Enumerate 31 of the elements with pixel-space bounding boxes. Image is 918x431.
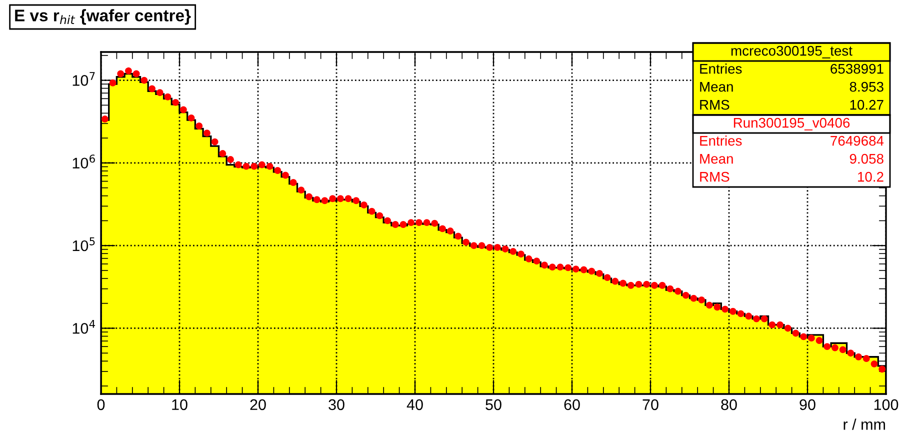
x-tick-label: 40 [406, 399, 423, 410]
annotation: 10.27 [850, 100, 884, 110]
annotation: Entries [700, 136, 742, 146]
x-axis-title: r / mm [844, 418, 885, 430]
chart-title: E vs r$_{hit}$ {wafer centre} [15, 9, 191, 25]
x-tick-label: 70 [642, 399, 658, 410]
annotation: 10.2 [858, 172, 884, 182]
y-tick-label: 10$^{6}$ [72, 154, 95, 169]
annotation: Mean [700, 154, 733, 164]
x-tick-label: 30 [328, 399, 344, 410]
x-tick-label: 60 [564, 399, 580, 410]
annotation: 6538991 [830, 64, 884, 74]
annotation: RMS [700, 172, 730, 182]
text: Run300195_v0406 [734, 118, 850, 130]
x-tick-label: 80 [721, 399, 737, 410]
annotation: 7649684 [830, 136, 884, 146]
x-tick-label: 0 [97, 399, 105, 410]
x-tick-label: 100 [874, 399, 898, 410]
y-tick-label: 10$^{7}$ [72, 72, 95, 86]
annotation: Mean [700, 82, 733, 92]
annotation: 8.953 [850, 82, 884, 92]
x-tick-label: 50 [486, 399, 502, 410]
annotation: 9.058 [850, 154, 884, 164]
text: mcreco300195_test [731, 46, 852, 58]
x-tick-label: 90 [800, 399, 816, 410]
y-tick-label: 10$^{5}$ [72, 237, 95, 252]
annotation: RMS [700, 100, 730, 110]
x-tick-label: 10 [172, 399, 188, 410]
y-tick-label: 10$^{4}$ [72, 320, 96, 334]
annotation: Entries [700, 64, 742, 74]
x-tick-label: 20 [250, 399, 266, 410]
